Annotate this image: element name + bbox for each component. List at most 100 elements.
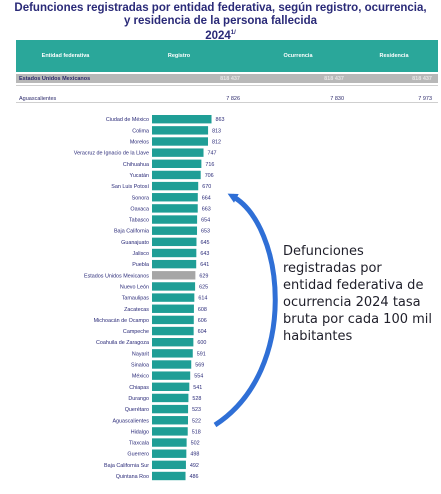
data-label: 569 [195, 363, 204, 369]
category-label: Campeche [123, 329, 149, 335]
bar [152, 349, 193, 358]
cell-entity: Aguascalientes [19, 95, 57, 102]
bar [152, 159, 202, 168]
category-label: Tlaxcala [129, 441, 149, 447]
data-label: 863 [216, 117, 225, 123]
category-label: Querétaro [125, 407, 149, 413]
table-row: Estados Unidos Mexicanos 818 437 818 437… [16, 74, 438, 83]
category-label: Tamaulipas [122, 296, 150, 302]
bar [152, 438, 187, 447]
bar [152, 460, 186, 470]
annotation-text: Defunciones registradas por entidad fede… [283, 244, 433, 344]
bar [152, 282, 196, 291]
table-divider [16, 85, 438, 86]
header-entidad: Entidad federativa [41, 53, 90, 59]
data-label: 664 [202, 195, 211, 201]
title-line1: Defunciones registradas por entidad fede… [14, 2, 427, 14]
bar [152, 360, 192, 369]
bar [152, 338, 194, 347]
category-label: Guerrero [127, 452, 149, 458]
title-superscript: 1/ [230, 30, 236, 36]
bar [152, 416, 188, 425]
bar [152, 304, 194, 313]
data-label: 600 [197, 340, 206, 346]
title-line2: y residencia de la persona fallecida [123, 14, 318, 27]
data-label: 625 [199, 284, 208, 290]
bar [152, 204, 198, 213]
data-label: 492 [190, 463, 199, 469]
data-label: 641 [200, 262, 209, 268]
category-label: Colima [132, 128, 149, 134]
data-label: 486 [190, 474, 199, 480]
data-label: 716 [205, 162, 214, 168]
category-label: Puebla [132, 262, 149, 268]
bar [152, 382, 190, 391]
data-label: 629 [199, 273, 208, 279]
cell-ocurrencia: 818 437 [324, 75, 344, 82]
category-label: Nayarit [132, 351, 150, 357]
table-divider [16, 102, 438, 103]
cell-registro: 7 826 [226, 95, 240, 102]
bar [152, 427, 188, 436]
bar [152, 137, 208, 146]
bar [152, 271, 196, 280]
category-label: Yucatán [130, 173, 149, 179]
chart-title: Defunciones registradas por entidad fede… [0, 2, 441, 42]
bar [152, 404, 189, 414]
cell-residencia: 7 973 [418, 95, 432, 102]
bar [152, 471, 186, 481]
data-label: 614 [198, 296, 207, 302]
category-label: Baja California Sur [104, 463, 149, 469]
header-ocurrencia: Ocurrencia [283, 53, 313, 59]
data-label: 645 [200, 240, 209, 246]
category-label: Coahuila de Zaragoza [96, 340, 149, 346]
header-residencia: Residencia [379, 53, 409, 59]
category-label: Sonora [132, 195, 149, 201]
data-table: Entidad federativa Registro Ocurrencia R… [16, 40, 438, 103]
bar [152, 371, 191, 380]
category-label: Chiapas [129, 385, 149, 391]
cell-entity: Estados Unidos Mexicanos [19, 75, 91, 82]
category-label: Durango [128, 396, 149, 402]
category-label: Baja California [114, 229, 149, 235]
cell-ocurrencia: 7 830 [330, 95, 344, 102]
bar [152, 215, 198, 224]
data-label: 528 [192, 396, 201, 402]
header-registro: Registro [167, 53, 191, 59]
data-label: 663 [202, 206, 211, 212]
bar [152, 115, 212, 124]
cell-residencia: 818 437 [412, 75, 432, 82]
category-label: Veracruz de Ignacio de la Llave [74, 151, 149, 157]
data-label: 554 [194, 374, 203, 380]
data-label: 518 [192, 429, 201, 435]
bar [152, 393, 189, 403]
category-label: México [132, 374, 149, 380]
data-label: 608 [198, 307, 207, 313]
title-year-line: 20241/ [0, 27, 441, 42]
category-label: Ciudad de México [106, 117, 149, 123]
data-label: 523 [192, 407, 201, 413]
category-label: Tabasco [129, 218, 149, 224]
data-label: 653 [201, 229, 210, 235]
bar [152, 170, 201, 180]
category-label: Aguascalientes [112, 418, 149, 424]
data-label: 654 [201, 218, 210, 224]
bar [152, 315, 194, 325]
data-label: 502 [191, 441, 200, 447]
bar [152, 126, 209, 135]
bar [152, 449, 187, 458]
category-label: Zacatecas [124, 307, 149, 313]
data-label: 813 [212, 128, 221, 134]
data-label: 747 [208, 151, 217, 157]
curved-arrow-icon [213, 193, 278, 428]
cell-registro: 818 437 [220, 75, 240, 82]
data-label: 812 [212, 140, 221, 146]
category-label: Estados Unidos Mexicanos [84, 273, 149, 279]
category-label: Guanajuato [121, 240, 149, 246]
bar [152, 226, 198, 235]
table-row: Aguascalientes 7 826 7 830 7 973 [16, 94, 438, 103]
bar [152, 148, 204, 157]
category-label: Sinaloa [131, 363, 149, 369]
data-label: 670 [202, 184, 211, 190]
